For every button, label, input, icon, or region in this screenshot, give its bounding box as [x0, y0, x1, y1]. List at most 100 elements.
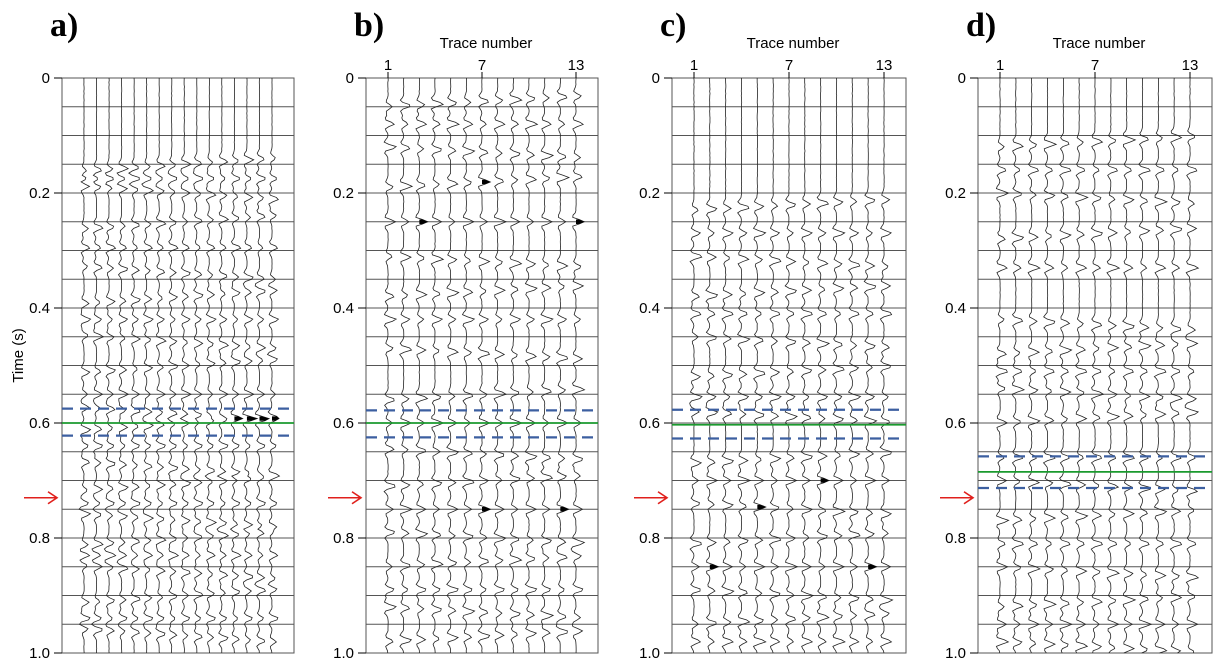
- trace-7: [1090, 77, 1105, 654]
- y-tick-label: 0.6: [29, 415, 50, 432]
- trace-14: [242, 77, 259, 654]
- trace-1: [689, 77, 703, 654]
- arrow-head: [963, 491, 975, 505]
- trace-13: [1184, 77, 1200, 654]
- traces: [78, 77, 281, 654]
- trace-tick-label: 1: [384, 57, 392, 74]
- panel-3: c) 0 0.2 0.4 0.6 0.8 1.0 Trace number 1 7 13: [634, 7, 907, 661]
- trace-tick-label: 1: [690, 57, 698, 74]
- panel-label: c): [660, 7, 686, 44]
- trace-4: [116, 77, 130, 654]
- y-tick-label: 0.4: [639, 300, 660, 317]
- trace-fill: [259, 416, 270, 421]
- trace-axis-title: Trace number: [747, 35, 840, 52]
- trace-tick-label: 7: [478, 57, 486, 74]
- trace-12: [1169, 77, 1183, 654]
- trace-11: [540, 77, 555, 654]
- trace-11: [1153, 77, 1168, 654]
- y-axis-title: Time (s): [10, 328, 27, 382]
- y-tick-label: 0.2: [639, 185, 660, 202]
- trace-3: [103, 77, 117, 654]
- y-tick-label: 0.2: [945, 185, 966, 202]
- panel-label: d): [966, 7, 996, 44]
- trace-6: [768, 77, 782, 654]
- trace-8: [1106, 77, 1121, 654]
- trace-2: [705, 78, 720, 654]
- trace-2: [1011, 77, 1026, 654]
- arrow-head: [47, 491, 59, 505]
- trace-13: [229, 77, 244, 654]
- y-tick-label: 0: [42, 70, 50, 87]
- y-tick-label: 0.2: [29, 185, 50, 202]
- trace-4: [1042, 78, 1058, 654]
- trace-5: [446, 77, 460, 654]
- traces: [689, 77, 894, 654]
- trace-8: [800, 77, 815, 654]
- trace-fill: [560, 507, 569, 512]
- y-tick-label: 0.6: [945, 415, 966, 432]
- trace-tick-label: 7: [1091, 57, 1099, 74]
- trace-4: [737, 77, 752, 654]
- trace-4: [430, 77, 445, 654]
- trace-fill: [482, 507, 491, 512]
- trace-13: [570, 77, 586, 654]
- trace-fill: [820, 478, 829, 483]
- trace-16: [266, 77, 281, 654]
- arrow-head: [351, 491, 363, 505]
- arrow-head: [657, 491, 669, 505]
- y-tick-label: 0.8: [29, 530, 50, 547]
- trace-fill: [234, 416, 243, 421]
- y-tick-label: 0.8: [333, 530, 354, 547]
- trace-5: [1058, 77, 1073, 654]
- y-tick-label: 0.6: [639, 415, 660, 432]
- trace-8: [493, 77, 508, 654]
- y-tick-label: 1.0: [945, 645, 966, 661]
- trace-3: [1027, 77, 1041, 654]
- trace-5: [752, 77, 767, 654]
- trace-10: [524, 77, 539, 654]
- trace-8: [167, 77, 180, 653]
- trace-2: [399, 77, 414, 654]
- traces: [383, 77, 586, 654]
- trace-fill: [272, 416, 280, 421]
- trace-7: [477, 77, 492, 654]
- trace-6: [1074, 77, 1089, 654]
- y-tick-label: 0: [346, 70, 354, 87]
- y-tick-label: 1.0: [29, 645, 50, 661]
- trace-15: [254, 77, 271, 654]
- trace-11: [204, 77, 218, 654]
- trace-1: [995, 77, 1010, 654]
- trace-tick-label: 13: [1182, 57, 1199, 74]
- trace-10: [192, 77, 204, 654]
- trace-10: [832, 77, 846, 654]
- panel-4: d) 0 0.2 0.4 0.6 0.8 1.0 Trace number 1 7 13: [940, 7, 1213, 661]
- trace-fill: [482, 179, 491, 185]
- trace-tick-label: 13: [568, 57, 585, 74]
- trace-fill: [868, 564, 877, 569]
- trace-9: [1122, 77, 1137, 654]
- trace-5: [128, 77, 141, 654]
- y-tick-label: 1.0: [639, 645, 660, 661]
- panel-label: b): [354, 7, 384, 44]
- trace-fill: [246, 416, 258, 421]
- trace-tick-label: 1: [996, 57, 1004, 74]
- trace-7: [784, 77, 799, 654]
- y-tick-label: 0.4: [945, 300, 966, 317]
- trace-fill: [576, 219, 585, 224]
- trace-7: [155, 77, 167, 654]
- trace-3: [415, 77, 429, 653]
- trace-11: [847, 77, 862, 654]
- trace-9: [179, 77, 192, 654]
- trace-tick-label: 7: [785, 57, 793, 74]
- y-tick-label: 0: [958, 70, 966, 87]
- trace-13: [878, 77, 894, 654]
- trace-tick-label: 13: [876, 57, 893, 74]
- trace-1: [383, 77, 398, 654]
- y-tick-label: 0.8: [945, 530, 966, 547]
- traces: [995, 77, 1200, 654]
- y-tick-label: 0: [652, 70, 660, 87]
- trace-12: [555, 77, 571, 654]
- trace-12: [863, 77, 878, 654]
- panel-label: a): [50, 7, 78, 44]
